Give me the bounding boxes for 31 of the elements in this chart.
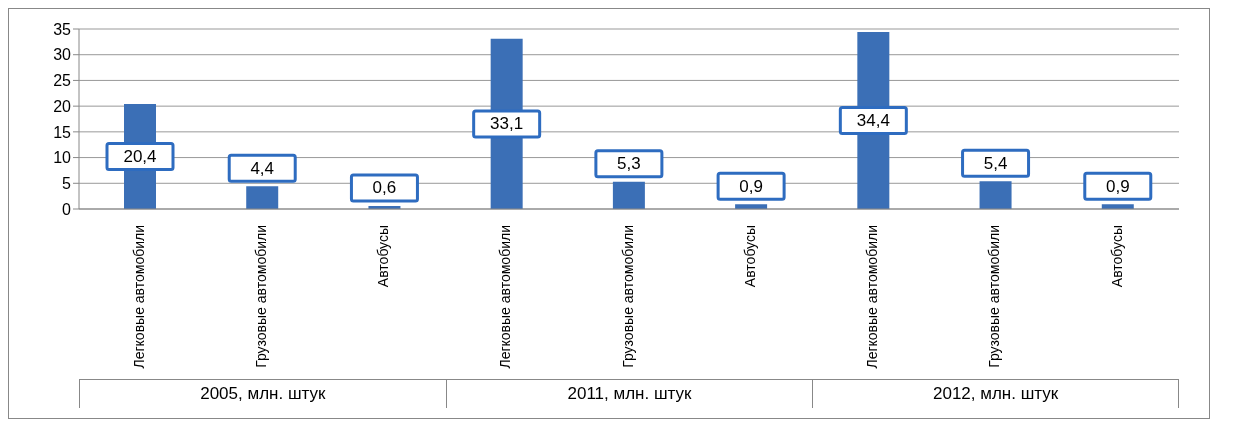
x-tick-label: Грузовые автомобили (986, 225, 1003, 368)
y-tick-label: 35 (53, 20, 72, 38)
data-label: 34,4 (856, 111, 890, 131)
data-label: 5,3 (617, 154, 641, 174)
y-tick-label: 10 (53, 149, 72, 167)
text: 2012, млн. штук (812, 380, 1179, 408)
x-tick-label: Автобусы (741, 225, 758, 288)
x-tick-label: Автобусы (375, 225, 392, 288)
data-label: 4,4 (250, 158, 275, 178)
y-tick-label: 30 (53, 46, 72, 64)
text: 2005, млн. штук (79, 380, 446, 408)
x-tick-label: Грузовые автомобили (619, 225, 636, 368)
x-tick-label: Легковые автомобили (864, 225, 881, 369)
data-label: 20,4 (123, 147, 157, 167)
data-label: 0,6 (372, 178, 397, 198)
data-label: 0,9 (739, 176, 763, 196)
x-tick-label: Грузовые автомобили (253, 225, 270, 368)
data-label: 0,9 (1105, 176, 1130, 196)
x-tick-label: Автобусы (1108, 225, 1125, 288)
y-tick-label: 0 (62, 200, 72, 218)
data-label: 5,4 (983, 153, 1008, 173)
y-tick-label: 15 (53, 123, 72, 141)
bar (979, 181, 1012, 209)
y-tick-label: 20 (53, 97, 72, 115)
x-tick-label: Легковые автомобили (497, 225, 514, 369)
y-tick-label: 25 (53, 72, 72, 90)
bar (246, 186, 279, 209)
text: 2011, млн. штук (445, 380, 813, 408)
x-tick-label: Легковые автомобили (130, 225, 147, 369)
data-label: 33,1 (490, 114, 524, 134)
y-tick-label: 5 (62, 174, 72, 192)
